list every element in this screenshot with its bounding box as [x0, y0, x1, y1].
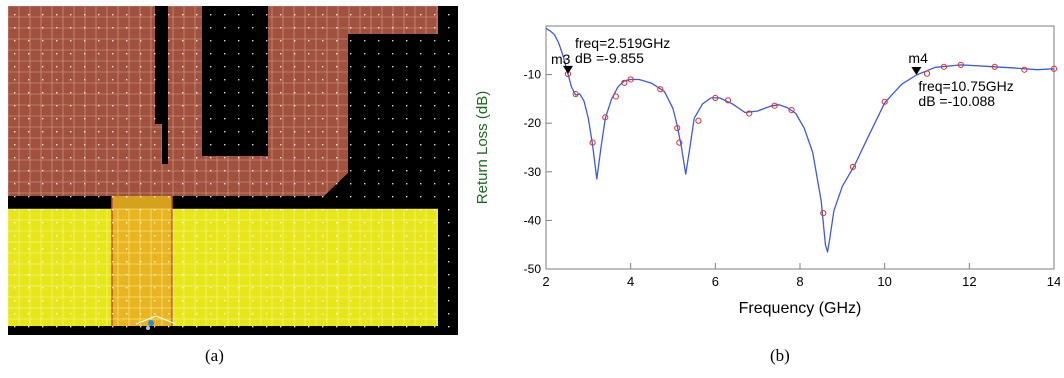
x-tick-label: 12: [962, 274, 976, 289]
data-point-marker: [957, 61, 964, 68]
caption-a: (a): [205, 346, 224, 365]
x-tick-label: 6: [712, 274, 719, 289]
data-point-marker: [621, 79, 628, 86]
radiator-patch: [8, 6, 438, 196]
y-tick-label: -30: [524, 165, 542, 179]
data-point-marker: [746, 110, 753, 117]
marker-freq-readout: freq=10.75GHz: [918, 78, 1013, 94]
data-point-marker: [881, 98, 888, 105]
port-icon: [135, 315, 177, 330]
return-loss-chart: -10 -20 -30 -40 -50 2 4 6 8 10 12 14 Return Loss (…: [474, 25, 1060, 317]
marker-db-readout: dB =-10.088: [918, 93, 995, 109]
caption-b: (b): [770, 346, 790, 365]
marker-name: m3: [551, 51, 571, 67]
y-tick-label: -40: [524, 213, 542, 227]
x-tick-label: 8: [796, 274, 803, 289]
x-tick-label: 2: [542, 274, 549, 289]
x-axis-label: Frequency (GHz): [739, 300, 862, 317]
x-tick-label: 14: [1047, 274, 1060, 289]
marker-db-readout: dB =-9.855: [575, 50, 644, 66]
marker-name: m4: [908, 50, 928, 66]
data-point-marker: [712, 94, 719, 102]
ground-plane: [8, 209, 438, 326]
data-point-marker: [991, 63, 998, 70]
data-point-marker: [695, 117, 702, 124]
data-point-marker: [676, 139, 683, 146]
antenna-layout-image: [8, 6, 458, 335]
feed-line: [112, 196, 172, 326]
data-point-marker: [674, 124, 681, 132]
data-point-marker: [572, 90, 579, 98]
data-point-marker: [1050, 65, 1058, 72]
y-axis-label: Return Loss (dB): [474, 91, 491, 204]
data-point-marker: [788, 106, 795, 114]
data-point-marker: [602, 114, 609, 121]
data-point-marker: [940, 63, 948, 70]
grid-dots: [14, 14, 450, 328]
data-point-marker: [771, 102, 778, 109]
x-tick-label: 10: [877, 274, 891, 289]
data-point-marker: [612, 93, 619, 100]
y-tick-label: -10: [524, 68, 542, 82]
data-point-marker: [627, 76, 634, 83]
data-point-marker: [849, 163, 857, 171]
data-point-marker: [589, 139, 596, 146]
x-tick-label: 4: [627, 274, 634, 289]
data-point-marker: [923, 70, 931, 77]
marker-triangle-icon: [562, 65, 573, 74]
y-tick-label: -20: [524, 116, 542, 130]
data-point-marker: [820, 210, 827, 217]
y-tick-label: -50: [524, 262, 542, 276]
marker-triangle-icon: [911, 67, 922, 76]
return-loss-line: [545, 27, 1055, 253]
data-point-marker: [657, 86, 664, 93]
data-point-marker: [724, 97, 732, 104]
data-point-marker: [1021, 66, 1028, 73]
marker-freq-readout: freq=2.519GHz: [575, 35, 670, 51]
